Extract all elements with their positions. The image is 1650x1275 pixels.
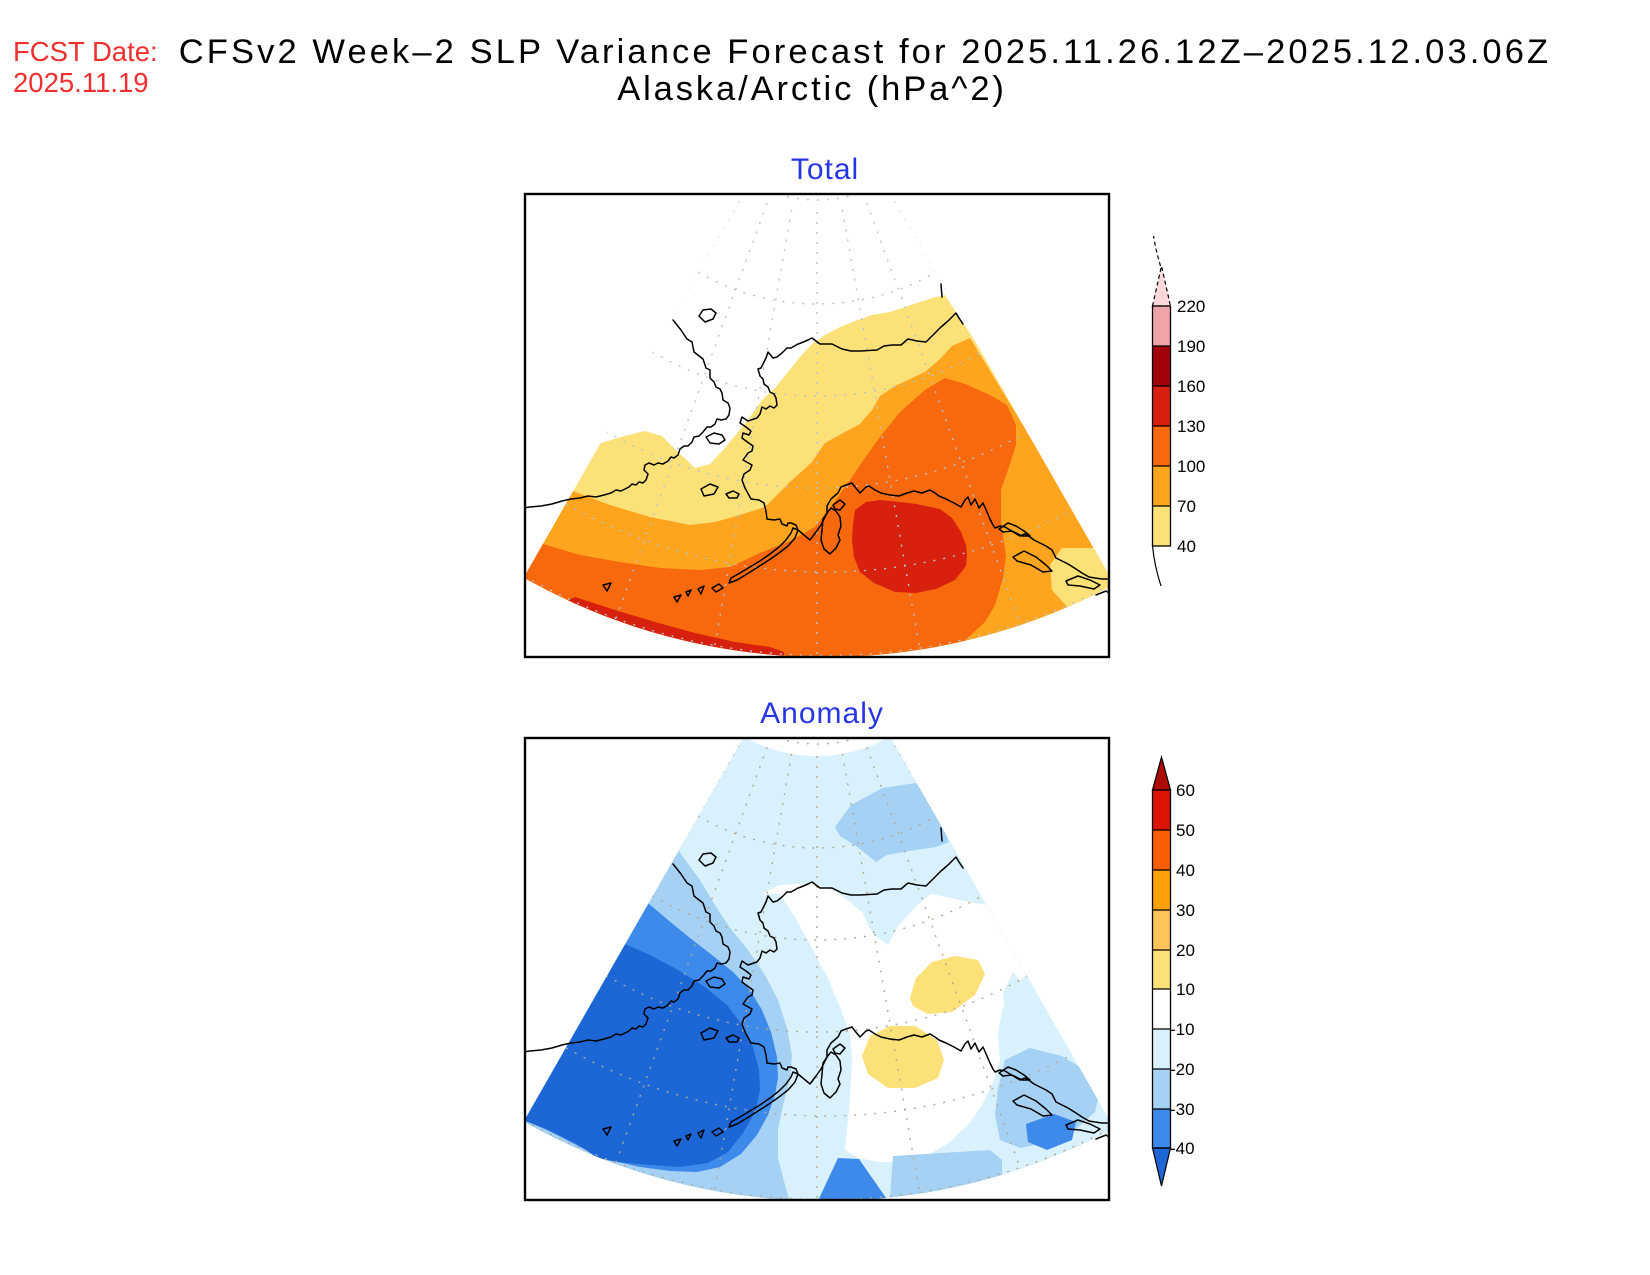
- svg-text:20: 20: [1176, 941, 1195, 960]
- svg-text:70: 70: [1177, 497, 1196, 516]
- svg-text:-20: -20: [1170, 1060, 1195, 1079]
- svg-text:220: 220: [1177, 297, 1205, 316]
- svg-text:2025.11.19: 2025.11.19: [13, 67, 149, 98]
- svg-text:100: 100: [1177, 457, 1205, 476]
- svg-text:50: 50: [1176, 821, 1195, 840]
- svg-text:-10: -10: [1170, 1020, 1195, 1039]
- svg-text:30: 30: [1176, 901, 1195, 920]
- svg-text:Anomaly: Anomaly: [760, 697, 884, 730]
- svg-text:Total: Total: [791, 153, 859, 186]
- svg-text:-40: -40: [1170, 1139, 1195, 1158]
- svg-text:190: 190: [1177, 337, 1205, 356]
- svg-text:60: 60: [1176, 781, 1195, 800]
- svg-text:40: 40: [1176, 861, 1195, 880]
- svg-text:Alaska/Arctic (hPa^2): Alaska/Arctic (hPa^2): [617, 70, 1007, 108]
- svg-text:160: 160: [1177, 377, 1205, 396]
- svg-text:-30: -30: [1170, 1100, 1195, 1119]
- svg-text:10: 10: [1176, 980, 1195, 999]
- svg-text:FCST Date:: FCST Date:: [13, 36, 158, 67]
- svg-text:40: 40: [1177, 537, 1196, 556]
- svg-text:CFSv2 Week–2 SLP Variance Fore: CFSv2 Week–2 SLP Variance Forecast for 2…: [179, 33, 1551, 71]
- svg-text:130: 130: [1177, 417, 1205, 436]
